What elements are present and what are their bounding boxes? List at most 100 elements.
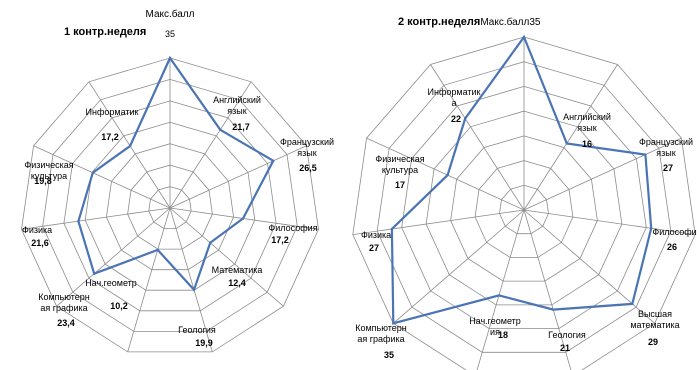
data-label: 17,2 [271,235,289,245]
axis-spoke [352,209,525,235]
category-label: Физическая культура [375,154,424,175]
data-point [644,153,647,156]
data-point [241,217,245,220]
grid-ring [148,186,192,230]
data-label: 27 [369,243,379,253]
axis-spoke [476,209,525,370]
category-label: Французский язык [639,137,693,158]
category-label: Компьютерн ая графика [355,323,407,344]
data-point [168,56,172,60]
axis-spoke [523,137,682,211]
axis-spoke [21,207,171,230]
axis-spoke [430,64,525,211]
data-point [650,227,653,230]
data-label: 21 [560,343,570,353]
data-point [91,171,95,174]
axis-spoke [366,137,525,211]
axis-spoke [523,209,696,235]
category-label: Английский язык [213,95,261,116]
axis-spoke [127,207,171,353]
data-point [631,302,634,306]
data-label: 12,4 [228,278,246,288]
axis-spoke [169,207,319,230]
data-point [522,35,526,39]
chart-title: 2 контр.неделяМакс.балл35 [398,16,541,28]
category-label: Геология [178,325,216,335]
axis-spoke [169,81,252,209]
grid-ring [127,164,213,250]
data-label: 29 [648,337,658,347]
grid-ring [352,36,696,370]
grid-ring [425,110,623,306]
data-label: 22 [451,114,461,124]
grid-ring [499,184,549,235]
axis-spoke [33,145,171,209]
data-label: 10,2 [110,301,128,311]
data-label: 35 [384,350,394,360]
category-label: Нач.геометр [85,278,137,288]
axis-spoke [523,64,618,211]
data-point [565,142,568,145]
data-label: 26,5 [299,163,317,173]
data-point [446,173,449,177]
category-label: Философия [652,227,697,237]
data-label: 21,7 [232,122,250,132]
category-label: Физика [22,225,52,235]
grid-ring [450,135,598,282]
axis-spoke [169,145,307,209]
data-label: 17 [395,180,405,190]
axis-spoke [169,207,284,307]
category-label: Физическая культура [24,160,73,181]
data-point [390,227,394,231]
category-label: Физика [361,230,391,240]
category-label: Математика [212,265,263,275]
data-label: 18 [498,330,508,340]
category-label: Компьютерн ая графика [38,292,90,313]
data-label: 27 [663,163,673,173]
data-point [272,159,275,162]
axis-spoke [393,209,525,324]
chart-title-suffix: Макс.балл35 [480,16,541,28]
data-point [93,272,96,275]
axis-spoke [523,209,572,370]
grid-ring [401,85,647,330]
axis-spoke [169,207,213,353]
data-label: 23,4 [57,318,75,328]
category-label: Информатик [86,107,139,117]
data-point [552,308,555,311]
grid-ring [21,57,319,353]
category-label: Английский язык [563,112,611,133]
data-label: 21,6 [31,238,49,248]
grid-ring [376,61,672,353]
radar-chart-week-2: 2 контр.неделяМакс.балл35 Английский язык 1… [352,16,697,370]
series-line [77,55,275,292]
top-axis-caption: Макс.балл [146,8,195,20]
series-line [390,34,653,325]
data-label: 19,8 [34,176,52,186]
category-label: Нач.геометр ия [469,316,521,337]
data-label: 26 [667,242,677,252]
category-label: Информатик а [428,87,481,108]
data-point [209,241,212,244]
category-label: Французский язык [280,137,334,158]
chart-title: 1 контр.неделя [64,26,146,38]
axis-spoke [56,207,171,307]
data-label: 17,2 [101,132,119,142]
data-point [192,288,196,291]
category-label: Геология [548,330,586,340]
data-point [464,117,467,120]
grid-ring [84,121,256,291]
category-label: Философия [268,223,317,233]
data-point [77,220,80,223]
data-point [128,144,132,148]
grid-ring [42,78,298,332]
grid-ring [105,143,235,271]
data-label: 19,9 [195,338,213,348]
radar-chart-week-1: 1 контр.неделяМакс.балл 35 Английский язык 2… [21,8,334,353]
grid-ring [474,160,574,258]
data-point [392,322,395,325]
data-label: 16 [582,139,592,149]
category-label: Высшая математика [630,309,679,330]
data-label: 35 [165,29,175,39]
